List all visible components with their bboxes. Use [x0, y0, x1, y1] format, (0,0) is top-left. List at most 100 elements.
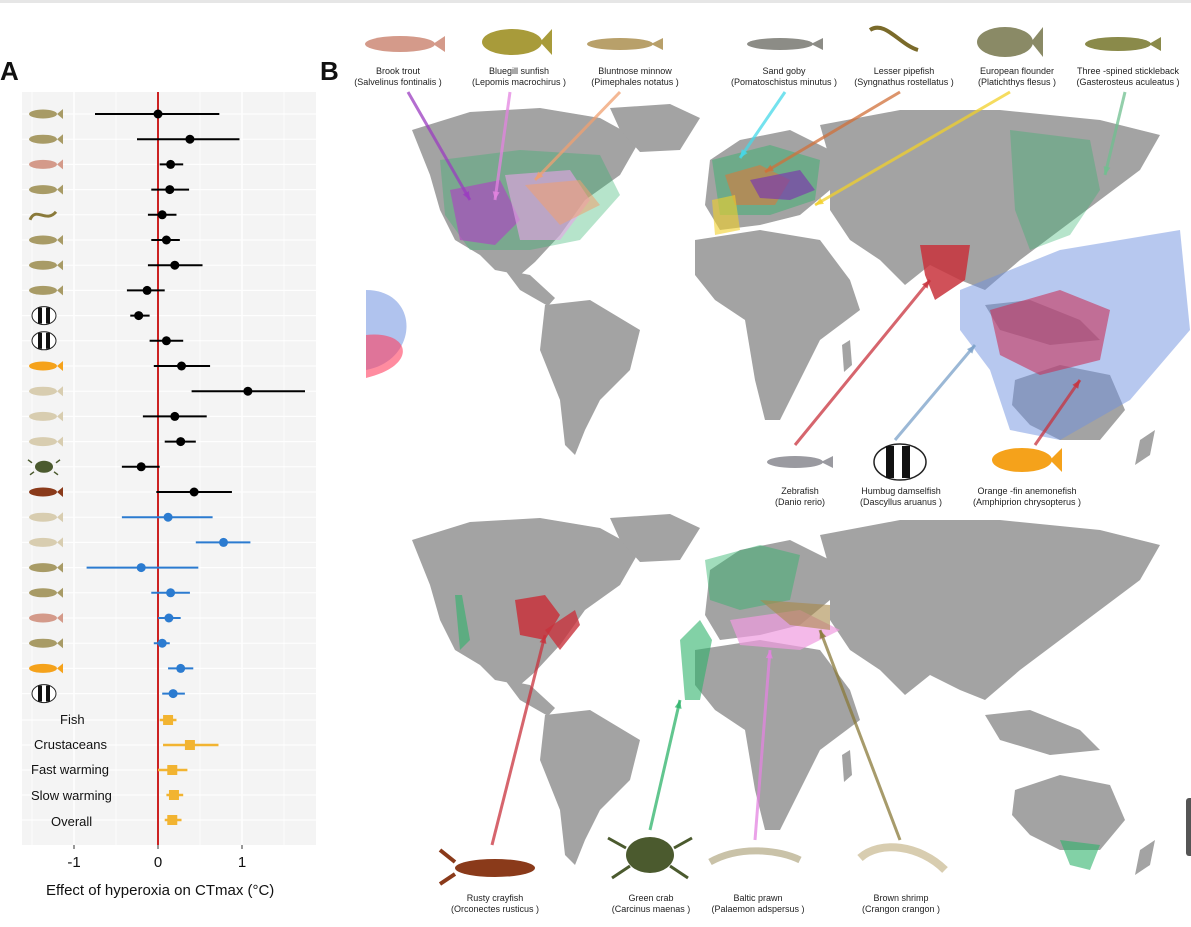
top-map-africa [695, 230, 860, 420]
fish-body [587, 38, 653, 50]
estimate-point [176, 663, 186, 673]
scrollbar-thumb[interactable] [1186, 798, 1191, 856]
estimate-point [161, 235, 171, 245]
fish-tail [57, 109, 63, 119]
fish-tail [57, 663, 63, 674]
crab-legs [27, 459, 61, 476]
crab-legs [607, 836, 693, 880]
estimate-point [168, 689, 178, 699]
top-divider [0, 0, 1191, 3]
summary-label-fish: Fish [60, 712, 85, 727]
arrow-stickleback-head [1103, 166, 1111, 175]
green-crab-range-west [455, 595, 470, 650]
arrow-green-crab [648, 699, 682, 831]
estimate-point [170, 411, 180, 421]
fish-body [29, 386, 57, 396]
flounder-icon [29, 235, 63, 245]
fish-body [767, 456, 823, 468]
x-axis-title: Effect of hyperoxia on CTmax (°C) [46, 882, 275, 899]
fish-tail [57, 638, 63, 649]
fish-tail [57, 134, 63, 145]
crab-body [626, 837, 674, 873]
summary-estimate-square [167, 815, 178, 825]
arrow-flounder [814, 90, 1011, 207]
fish-body [482, 29, 542, 55]
fish-body [29, 537, 57, 547]
shrimp-body [857, 843, 948, 873]
summary-label-crustaceans: Crustaceans [34, 737, 107, 752]
species-label-lesser-pipefish: Lesser pipefish (Syngnathus rostellatus ) [854, 66, 954, 87]
arrow-anemonefish [1033, 379, 1082, 446]
minnow-range [525, 180, 600, 225]
fish-body [29, 285, 57, 295]
shrimp-icon [29, 411, 63, 422]
arrow-brown-shrimp [818, 629, 902, 841]
summary-label-fast-warming: Fast warming [31, 762, 110, 777]
top-map-south-america [540, 300, 640, 455]
estimate-point [166, 588, 176, 598]
crab-body [35, 460, 53, 473]
fish-tail [57, 260, 63, 271]
species-label-brown-shrimp: Brown shrimp (Crangon crangon ) [861, 893, 941, 914]
crayfish-icon [438, 848, 535, 886]
stickleback-range-pacific [1010, 130, 1100, 250]
bottom-map-australia [1012, 775, 1125, 850]
goby-icon [29, 260, 63, 271]
fish-tail [57, 487, 63, 497]
top-map-central-america [505, 270, 555, 306]
crayfish-range-east [545, 610, 580, 650]
bottom-map-greenland [610, 514, 700, 562]
fish-body [29, 487, 57, 497]
fish-icon [29, 109, 63, 119]
goby-icon [29, 562, 63, 573]
arrow-flounder-head [815, 197, 824, 205]
species-label-humbug-damselfish: Humbug damselfish (Dascyllus aruanus ) [859, 486, 943, 507]
fish-body [29, 185, 57, 195]
damselfish-icon [31, 684, 57, 704]
top-map-asia [820, 110, 1160, 290]
fish-icon [29, 184, 63, 195]
brown-shrimp-icon [857, 843, 948, 873]
summary-estimate-square [163, 715, 174, 725]
summary-estimate-square [168, 790, 179, 800]
trout-icon [29, 613, 63, 623]
shrimp-icon [29, 537, 63, 548]
damselfish-body [873, 443, 927, 481]
damselfish-stripe [38, 307, 42, 324]
fish-tail [57, 587, 63, 598]
estimate-point [166, 159, 176, 169]
top-map-new-zealand [1135, 430, 1155, 465]
fish-body [29, 638, 57, 648]
fish-body [1085, 37, 1151, 51]
sand-goby-icon [747, 38, 823, 50]
trout-icon [29, 159, 63, 170]
summary-estimate-square [167, 765, 178, 775]
arrow-stickleback [1103, 91, 1127, 176]
species-label-sand-goby: Sand goby (Pomatoschistus minutus ) [730, 66, 838, 87]
anemonefish-icon [29, 361, 63, 371]
species-label-rusty-crayfish: Rusty crayfish (Orconectes rusticus ) [450, 893, 540, 914]
estimate-point [153, 109, 163, 119]
estimate-point [189, 487, 199, 497]
arrow-baltic-prawn [753, 649, 772, 841]
fish-tail [540, 29, 552, 55]
arrow-bluegill [493, 91, 512, 201]
species-label-european-flounder: European flounder (Platichthys flesus ) [977, 66, 1057, 87]
damselfish-stripe [46, 307, 50, 324]
estimate-point [163, 512, 173, 522]
green-crab-range-europe [705, 545, 800, 610]
damselfish-icon [31, 306, 57, 326]
arrow-zebrafish-head [922, 280, 930, 289]
anemonefish-icon [992, 448, 1062, 472]
fish-tail [821, 456, 833, 468]
flounder-icon [977, 27, 1043, 57]
species-label-bluntnose-minnow: Bluntnose minnow (Pimephales notatus ) [591, 66, 679, 87]
bottom-map-south-america [540, 710, 640, 865]
fish-body [29, 235, 57, 245]
arrow-minnow-head [535, 171, 544, 180]
arrow-damselfish [893, 344, 977, 441]
damselfish-stripe [886, 446, 894, 478]
x-tick-label: 0 [153, 854, 163, 871]
fish-body [29, 588, 57, 598]
crab-icon [27, 459, 61, 476]
